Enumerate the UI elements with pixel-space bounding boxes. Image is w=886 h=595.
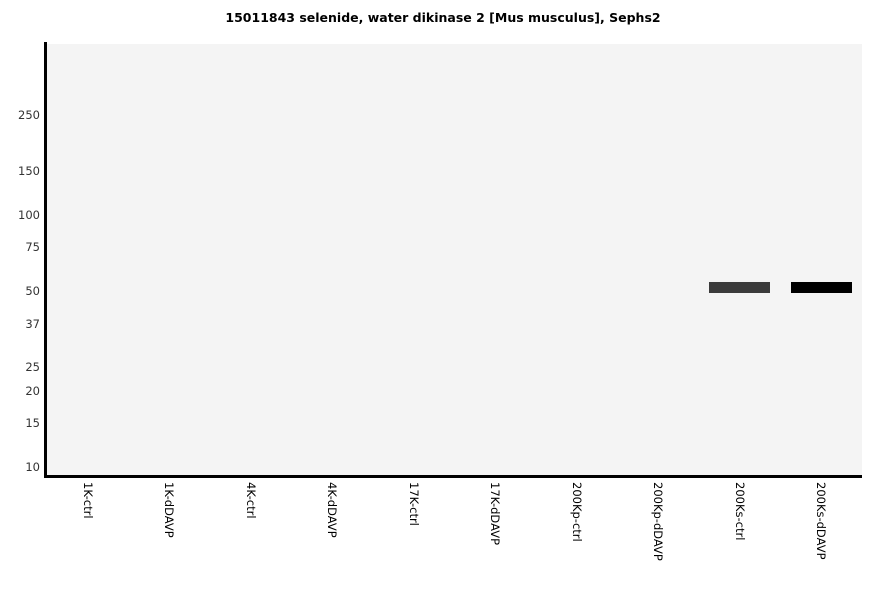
y-tick-label: 250 [18, 108, 40, 122]
y-tick-label: 37 [25, 316, 40, 331]
y-tick-label: 10 [25, 460, 40, 474]
y-axis-line [44, 42, 47, 478]
page-title: 15011843 selenide, water dikinase 2 [Mus… [225, 10, 661, 25]
y-tick-label: 75 [25, 239, 40, 254]
y-tick-label: 15 [25, 415, 40, 430]
plot-area [47, 44, 862, 476]
x-tick-label: 17K-dDAVP [488, 482, 503, 546]
x-tick-label: 200Ks-ctrl [732, 482, 747, 541]
x-tick-label: 200Kp-ctrl [569, 482, 584, 542]
y-tick-label: 25 [25, 359, 40, 374]
x-tick-label: 1K-dDAVP [162, 482, 177, 538]
x-tick-label: 17K-ctrl [406, 482, 421, 526]
x-tick-label: 200Kp-dDAVP [651, 482, 666, 561]
x-tick-label: 200Ks-dDAVP [814, 482, 829, 560]
x-tick-label: 1K-ctrl [80, 482, 95, 519]
y-tick-label: 20 [25, 384, 40, 399]
y-axis-tick-labels: 250 150 100 75 50 37 25 20 15 10 [0, 0, 44, 595]
y-tick-label: 150 [18, 163, 40, 178]
y-tick-label: 50 [25, 284, 40, 298]
lane-band [709, 281, 771, 293]
lane-band [790, 281, 852, 293]
y-tick-label: 100 [18, 208, 40, 223]
x-tick-label: 4K-ctrl [243, 482, 258, 519]
x-axis-line [44, 475, 862, 478]
x-tick-label: 4K-dDAVP [325, 482, 340, 538]
